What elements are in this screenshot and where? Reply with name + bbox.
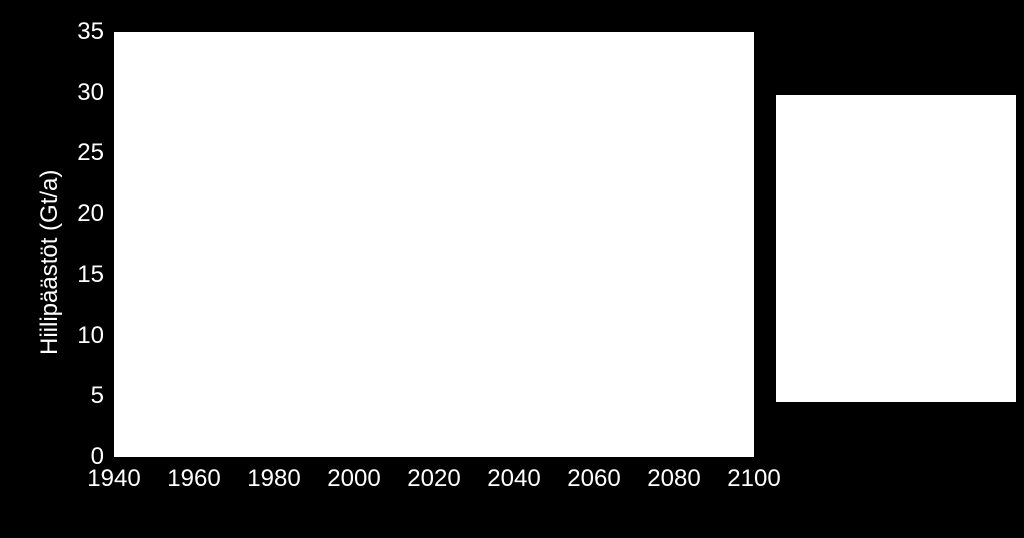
x-tick-label: 1960 xyxy=(167,467,220,491)
y-tick-label: 20 xyxy=(64,202,104,226)
x-tick-label: 1940 xyxy=(87,467,140,491)
y-tick-label: 15 xyxy=(64,263,104,287)
y-axis-title: Hiilipäästöt (Gt/a) xyxy=(36,169,64,354)
y-tick-label: 10 xyxy=(64,324,104,348)
x-tick-label: 2060 xyxy=(567,467,620,491)
x-tick-label: 2100 xyxy=(727,467,780,491)
x-tick-label: 1980 xyxy=(247,467,300,491)
y-tick-label: 35 xyxy=(64,20,104,44)
x-tick-label: 2080 xyxy=(647,467,700,491)
y-tick-label: 30 xyxy=(64,81,104,105)
chart-stage: Hiilipäästöt (Gt/a) 05101520253035 19401… xyxy=(0,0,1024,538)
plot-area xyxy=(114,32,754,457)
x-tick-label: 2040 xyxy=(487,467,540,491)
y-tick-label: 25 xyxy=(64,141,104,165)
side-legend-box xyxy=(776,95,1016,402)
x-tick-label: 2020 xyxy=(407,467,460,491)
y-tick-label: 5 xyxy=(64,384,104,408)
x-tick-label: 2000 xyxy=(327,467,380,491)
